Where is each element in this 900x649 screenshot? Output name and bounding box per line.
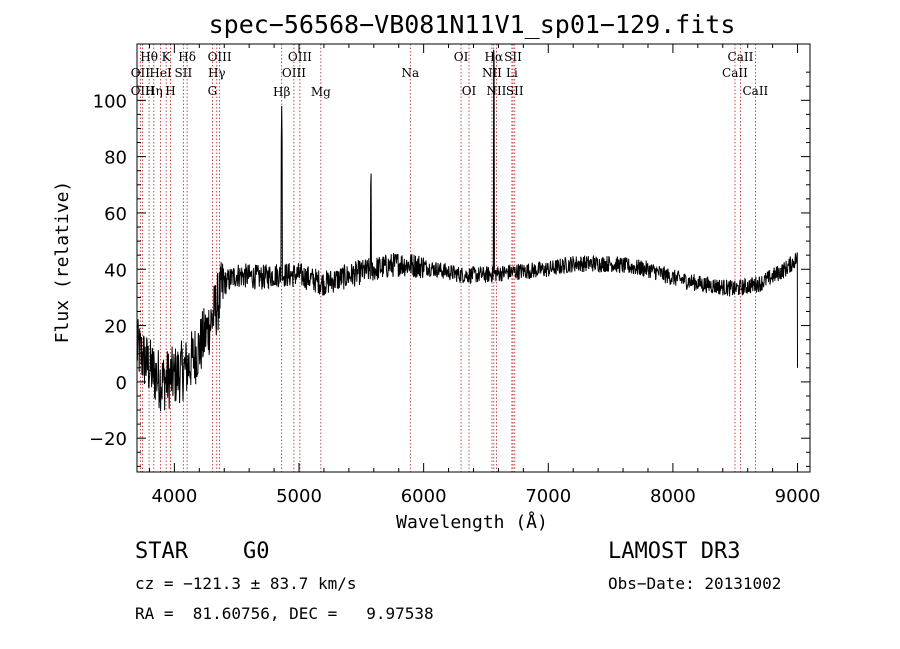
x-tick-label: 5000 xyxy=(276,486,322,507)
object-subclass: G0 xyxy=(243,539,270,564)
spectral-line-label: Hβ xyxy=(273,85,290,99)
x-axis-label: Wavelength (Å) xyxy=(396,511,548,533)
y-tick-label: 80 xyxy=(104,148,127,169)
spectral-line-label: HeI xyxy=(149,66,172,80)
y-tick-label: 40 xyxy=(104,260,127,281)
x-tick-label: 7000 xyxy=(525,486,571,507)
x-tick-label: 8000 xyxy=(650,486,696,507)
coordinates: RA = 81.60756, DEC = 9.97538 xyxy=(135,604,434,623)
survey-name: LAMOST DR3 xyxy=(608,539,741,564)
spectral-line-label: CaII xyxy=(728,50,754,64)
observation-date: Obs−Date: 20131002 xyxy=(608,574,782,593)
x-tick-label: 9000 xyxy=(775,486,821,507)
plot-frame xyxy=(136,43,811,473)
spectral-line-label: Li xyxy=(506,66,518,80)
spectral-line-label: CaII xyxy=(722,66,748,80)
spectral-line-label: OIII xyxy=(282,66,306,80)
y-tick-label: −20 xyxy=(89,429,127,450)
chart-title: spec−56568−VB081N11V1_sp01−129.fits xyxy=(209,10,736,39)
y-tick-label: 60 xyxy=(104,204,127,225)
spectral-line-label: OI xyxy=(462,84,477,98)
y-tick-label: 100 xyxy=(93,91,127,112)
x-axis: 4000 5000 6000 7000 8000 9000 xyxy=(148,44,821,507)
spectral-line-label: K xyxy=(162,50,172,64)
spectral-line-label: Mg xyxy=(311,85,331,99)
spectral-line-label: G xyxy=(208,84,218,98)
spectral-line-markers xyxy=(139,44,756,472)
spectral-line-label: OIII xyxy=(288,50,312,64)
x-tick-label: 4000 xyxy=(151,486,197,507)
spectral-line-label: SII xyxy=(506,84,524,98)
spectral-line-label: H xyxy=(165,84,175,98)
spectral-line-label: NII xyxy=(486,84,506,98)
spectral-line-label: Hη xyxy=(145,84,163,98)
spectral-line-label: OIII xyxy=(208,50,232,64)
y-axis-label: Flux (relative) xyxy=(52,181,73,344)
y-tick-label: 20 xyxy=(104,317,127,338)
y-axis: −20 0 20 40 60 80 100 xyxy=(89,71,810,467)
spectrum-line xyxy=(136,49,798,412)
spectral-line-label: Hθ xyxy=(140,50,158,64)
spectral-line-label: CaII xyxy=(742,84,768,98)
y-tick-label: 0 xyxy=(116,373,127,394)
redshift-velocity: cz = −121.3 ± 83.7 km/s xyxy=(135,574,357,593)
spectral-line-label: OII xyxy=(131,66,151,80)
spectral-line-label: NII xyxy=(482,66,502,80)
spectral-line-label: SII xyxy=(175,66,193,80)
spectral-line-label: Hγ xyxy=(208,66,226,80)
x-tick-label: 6000 xyxy=(401,486,447,507)
spectral-line-label: Hδ xyxy=(178,50,196,64)
spectral-line-label: OI xyxy=(454,50,469,64)
object-class: STAR xyxy=(135,539,188,564)
spectral-line-label: Na xyxy=(401,66,419,80)
spectral-line-label: SII xyxy=(504,50,522,64)
